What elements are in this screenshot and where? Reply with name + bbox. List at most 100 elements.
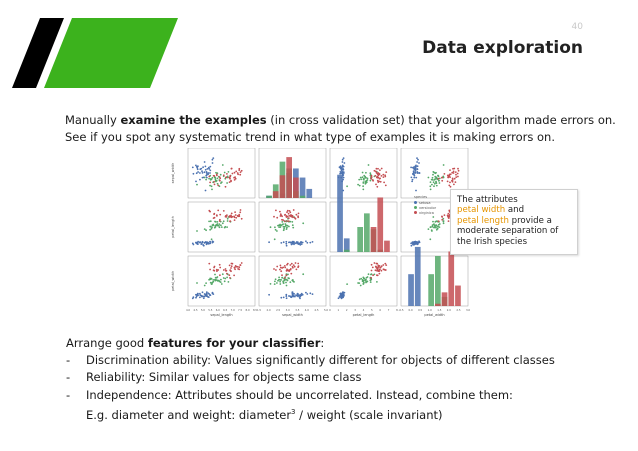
scatter-point-setosa xyxy=(415,165,417,168)
scatter-point-virginica xyxy=(451,179,454,181)
scatter-point-setosa xyxy=(410,176,413,179)
scatter-point-virginica xyxy=(213,180,215,183)
scatter-point-setosa xyxy=(201,172,204,174)
x-tick-label: 3.5 xyxy=(295,308,299,312)
scatter-point-versicolor xyxy=(216,221,219,223)
bullet-dash: - xyxy=(66,353,71,368)
histogram-bar-versicolor xyxy=(428,274,434,306)
scatter-point-virginica xyxy=(447,220,450,222)
scatter-point-setosa xyxy=(212,157,215,159)
scatter-point-virginica xyxy=(229,220,231,223)
scatter-point-setosa xyxy=(309,241,312,244)
scatter-point-setosa xyxy=(412,243,414,246)
scatter-point-setosa xyxy=(301,293,304,296)
scatter-point-versicolor xyxy=(210,238,213,241)
scatter-point-versicolor xyxy=(442,222,445,225)
scatter-point-versicolor xyxy=(210,227,213,230)
scatter-point-virginica xyxy=(219,179,221,182)
histogram-bar-versicolor xyxy=(266,195,272,198)
scatter-point-virginica xyxy=(281,274,283,277)
scatter-point-versicolor xyxy=(291,224,294,227)
scatter-point-setosa xyxy=(299,241,302,244)
x-tick-label: 0 xyxy=(329,308,331,312)
scatter-point-versicolor xyxy=(211,176,214,179)
scatter-point-virginica xyxy=(378,265,381,267)
scatter-point-versicolor xyxy=(432,181,435,184)
scatter-point-versicolor xyxy=(217,224,220,227)
scatter-point-versicolor xyxy=(212,280,215,283)
scatter-point-versicolor xyxy=(346,185,348,188)
scatter-point-versicolor xyxy=(370,273,372,276)
scatter-point-virginica xyxy=(376,274,379,277)
scatter-point-versicolor xyxy=(196,282,198,284)
scatter-point-versicolor xyxy=(281,276,283,279)
scatter-point-virginica xyxy=(273,215,275,218)
scatter-point-versicolor xyxy=(276,230,278,232)
scatter-point-versicolor xyxy=(432,220,434,223)
scatter-point-versicolor xyxy=(208,278,210,281)
scatter-point-setosa xyxy=(415,241,417,244)
scatter-point-setosa xyxy=(209,172,211,174)
scatter-point-versicolor xyxy=(369,172,372,175)
scatter-point-setosa xyxy=(204,165,207,168)
scatter-point-setosa xyxy=(297,294,300,297)
scatter-point-setosa xyxy=(208,293,211,295)
scatter-point-virginica xyxy=(224,176,227,179)
scatter-point-virginica xyxy=(377,269,380,272)
scatter-point-versicolor xyxy=(438,226,441,228)
scatter-point-versicolor xyxy=(286,279,289,282)
scatter-point-virginica xyxy=(293,265,296,268)
scatter-point-virginica xyxy=(384,269,387,271)
scatter-point-virginica xyxy=(219,266,222,269)
scatter-point-versicolor xyxy=(196,230,198,232)
scatter-point-setosa xyxy=(291,291,294,294)
scatter-point-setosa xyxy=(268,241,270,244)
scatter-point-setosa xyxy=(297,293,299,295)
scatter-point-versicolor xyxy=(215,179,218,182)
scatter-point-versicolor xyxy=(227,171,230,173)
scatter-point-versicolor xyxy=(274,228,277,231)
scatter-point-versicolor xyxy=(209,220,212,223)
scatter-point-setosa xyxy=(418,172,421,174)
panel-frame xyxy=(400,148,469,199)
scatter-point-virginica xyxy=(378,173,381,176)
scatter-point-setosa xyxy=(294,295,296,298)
scatter-point-virginica xyxy=(285,215,288,218)
scatter-point-virginica xyxy=(370,177,372,180)
scatter-point-setosa xyxy=(297,242,299,245)
scatter-point-setosa xyxy=(191,166,194,169)
scatter-point-virginica xyxy=(290,215,293,218)
scatter-point-versicolor xyxy=(216,279,219,282)
feature-example-post: / weight (scale invariant) xyxy=(295,407,443,422)
scatter-point-versicolor xyxy=(205,282,207,284)
scatter-point-virginica xyxy=(376,176,379,179)
scatter-point-virginica xyxy=(451,177,454,180)
scatter-point-virginica xyxy=(279,210,281,213)
scatter-point-versicolor xyxy=(221,164,224,166)
scatter-point-versicolor xyxy=(365,279,367,281)
histogram-bar-virginica xyxy=(293,177,299,198)
histogram-bar-setosa xyxy=(306,188,313,198)
scatter-point-virginica xyxy=(283,220,286,223)
scatter-point-setosa xyxy=(341,165,344,168)
histogram-bar-virginica xyxy=(377,197,384,252)
scatter-point-setosa xyxy=(192,172,195,175)
x-tick-label: 1.0 xyxy=(428,308,432,312)
scatter-point-virginica xyxy=(290,262,293,265)
scatter-point-virginica xyxy=(283,265,286,267)
scatter-point-versicolor xyxy=(442,220,445,223)
scatter-point-virginica xyxy=(233,274,235,277)
scatter-point-virginica xyxy=(453,183,455,186)
x-axis-label: sepal_length xyxy=(210,313,232,317)
scatter-point-setosa xyxy=(285,295,288,297)
scatter-point-setosa xyxy=(205,174,208,176)
scatter-point-virginica xyxy=(447,176,450,179)
scatter-point-versicolor xyxy=(227,281,230,283)
scatter-point-versicolor xyxy=(214,176,216,179)
scatter-point-versicolor xyxy=(277,279,279,282)
scatter-point-setosa xyxy=(195,241,198,244)
scatter-point-virginica xyxy=(234,265,237,267)
callout-box: The attributes petal width and petal len… xyxy=(450,189,578,255)
scatter-point-virginica xyxy=(453,167,456,170)
scatter-point-versicolor xyxy=(357,183,359,186)
